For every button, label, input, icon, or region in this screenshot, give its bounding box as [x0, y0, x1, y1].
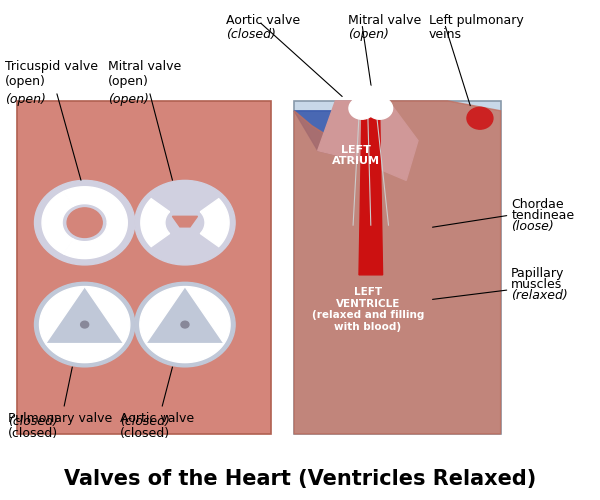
Text: Aortic valve: Aortic valve — [226, 14, 301, 27]
Polygon shape — [294, 111, 371, 160]
FancyBboxPatch shape — [17, 101, 271, 434]
Polygon shape — [359, 111, 383, 275]
Circle shape — [135, 282, 235, 367]
Polygon shape — [185, 286, 230, 344]
Text: Mitral valve
(open): Mitral valve (open) — [108, 60, 182, 180]
Polygon shape — [146, 344, 224, 362]
Polygon shape — [85, 286, 130, 344]
Circle shape — [367, 98, 392, 119]
Text: Chordae: Chordae — [511, 198, 564, 210]
Polygon shape — [172, 216, 197, 227]
Text: tendineae: tendineae — [511, 208, 574, 222]
Text: LEFT
ATRIUM: LEFT ATRIUM — [332, 144, 380, 167]
Polygon shape — [42, 192, 73, 254]
Text: Valves of the Heart (Ventricles Relaxed): Valves of the Heart (Ventricles Relaxed) — [64, 468, 536, 488]
Text: Aortic valve
(closed): Aortic valve (closed) — [120, 367, 194, 440]
Circle shape — [467, 108, 493, 129]
Polygon shape — [40, 286, 85, 344]
Text: (open): (open) — [5, 94, 46, 106]
Polygon shape — [353, 86, 386, 116]
Text: Papillary: Papillary — [511, 268, 565, 280]
Circle shape — [80, 321, 89, 328]
Text: muscles: muscles — [511, 278, 562, 291]
Polygon shape — [140, 286, 185, 344]
FancyBboxPatch shape — [294, 101, 500, 434]
Polygon shape — [64, 222, 127, 258]
Text: LEFT
VENTRICLE
(relaxed and filling
with blood): LEFT VENTRICLE (relaxed and filling with… — [311, 288, 424, 332]
Text: Pulmonary valve
(closed): Pulmonary valve (closed) — [8, 367, 112, 440]
Circle shape — [181, 321, 189, 328]
Text: (loose): (loose) — [511, 220, 554, 232]
Text: (open): (open) — [349, 28, 389, 40]
Text: Mitral valve: Mitral valve — [349, 14, 422, 27]
Text: (closed): (closed) — [8, 415, 58, 428]
Text: (closed): (closed) — [120, 415, 170, 428]
Polygon shape — [317, 101, 418, 180]
Text: Tricuspid valve
(open): Tricuspid valve (open) — [5, 60, 98, 180]
Polygon shape — [141, 198, 170, 246]
Circle shape — [67, 208, 102, 238]
Polygon shape — [200, 198, 229, 246]
Circle shape — [35, 180, 135, 265]
Text: (closed): (closed) — [226, 28, 276, 40]
Polygon shape — [294, 101, 500, 434]
Text: (relaxed): (relaxed) — [511, 289, 568, 302]
Circle shape — [35, 282, 135, 367]
Text: veins: veins — [428, 28, 461, 40]
Polygon shape — [64, 186, 127, 222]
Text: Left pulmonary: Left pulmonary — [428, 14, 523, 27]
Circle shape — [349, 98, 375, 119]
Text: (open): (open) — [108, 94, 149, 106]
Polygon shape — [46, 344, 124, 362]
Circle shape — [135, 180, 235, 265]
